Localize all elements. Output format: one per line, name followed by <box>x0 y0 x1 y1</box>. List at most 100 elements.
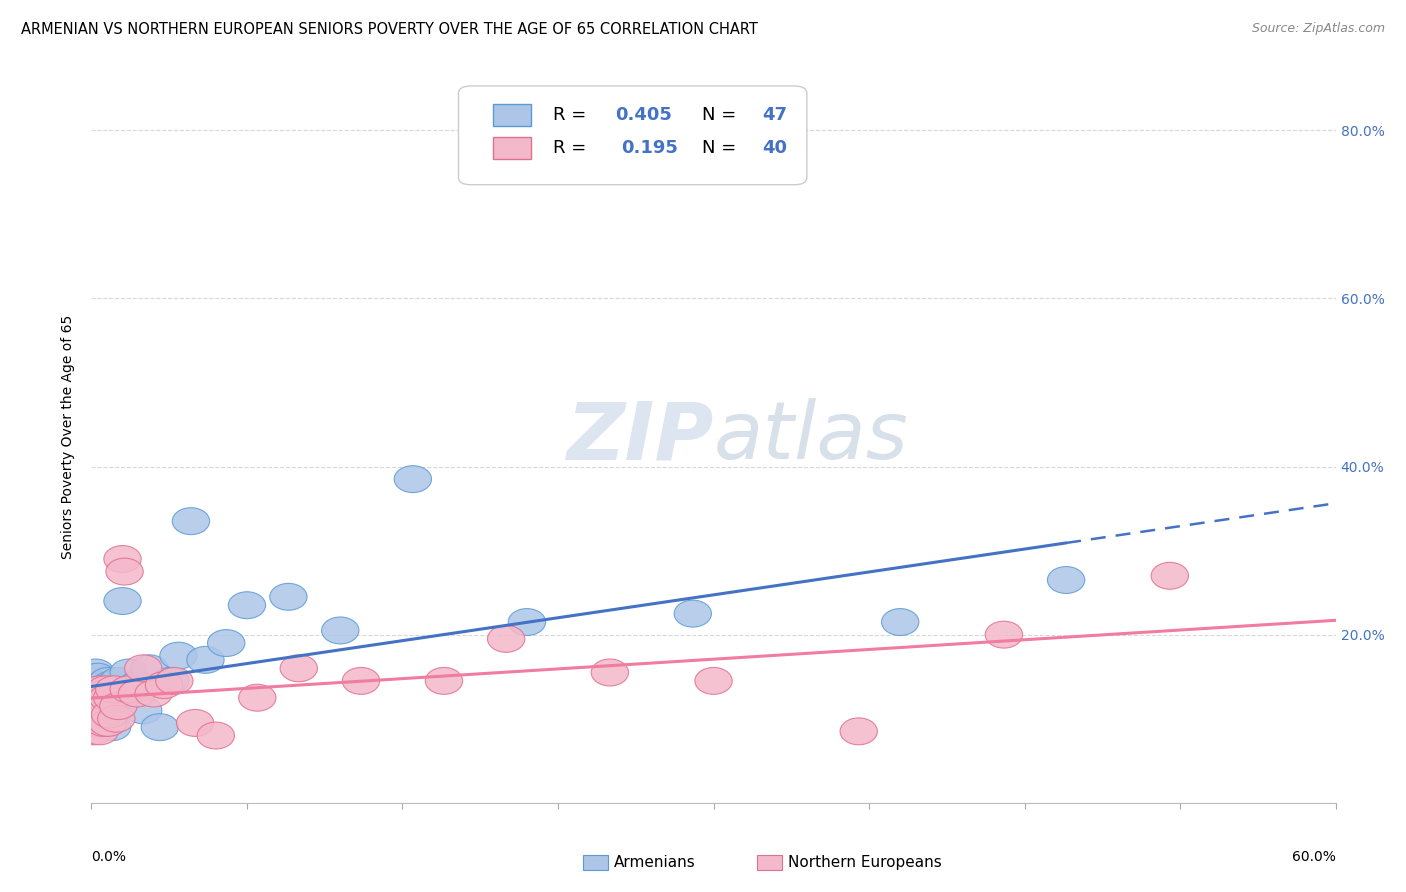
Ellipse shape <box>1152 562 1188 590</box>
Ellipse shape <box>82 709 118 737</box>
Ellipse shape <box>82 680 118 707</box>
Text: 0.0%: 0.0% <box>91 850 127 864</box>
Text: R =: R = <box>553 106 592 124</box>
Ellipse shape <box>152 667 188 694</box>
Ellipse shape <box>118 672 156 698</box>
Ellipse shape <box>839 718 877 745</box>
Ellipse shape <box>173 508 209 534</box>
Ellipse shape <box>104 588 141 615</box>
Ellipse shape <box>591 659 628 686</box>
Ellipse shape <box>394 466 432 492</box>
Ellipse shape <box>228 591 266 619</box>
FancyBboxPatch shape <box>494 137 530 159</box>
Ellipse shape <box>110 676 148 703</box>
Ellipse shape <box>100 667 136 694</box>
Ellipse shape <box>93 697 131 723</box>
Ellipse shape <box>90 667 127 694</box>
Ellipse shape <box>110 659 148 686</box>
Ellipse shape <box>97 676 135 703</box>
Ellipse shape <box>87 693 125 720</box>
Ellipse shape <box>77 659 114 686</box>
FancyBboxPatch shape <box>583 855 607 870</box>
Ellipse shape <box>87 693 125 720</box>
Ellipse shape <box>75 718 112 745</box>
Ellipse shape <box>86 709 122 737</box>
Ellipse shape <box>425 667 463 694</box>
Text: N =: N = <box>703 106 742 124</box>
Ellipse shape <box>105 558 143 585</box>
FancyBboxPatch shape <box>756 855 782 870</box>
Ellipse shape <box>141 714 179 740</box>
Ellipse shape <box>96 672 132 698</box>
Text: 60.0%: 60.0% <box>1292 850 1336 864</box>
Ellipse shape <box>197 723 235 749</box>
Ellipse shape <box>97 706 135 732</box>
Ellipse shape <box>93 714 131 740</box>
Ellipse shape <box>83 701 121 728</box>
Ellipse shape <box>87 676 125 703</box>
Ellipse shape <box>96 684 132 711</box>
Ellipse shape <box>270 583 307 610</box>
Ellipse shape <box>91 701 129 728</box>
Ellipse shape <box>280 655 318 681</box>
FancyBboxPatch shape <box>494 104 530 127</box>
Ellipse shape <box>135 680 173 707</box>
Ellipse shape <box>208 630 245 657</box>
Text: Armenians: Armenians <box>614 855 696 871</box>
Ellipse shape <box>342 667 380 694</box>
Ellipse shape <box>83 693 121 720</box>
Ellipse shape <box>83 672 121 698</box>
Ellipse shape <box>101 689 139 715</box>
Ellipse shape <box>986 621 1022 648</box>
Ellipse shape <box>118 680 156 707</box>
Ellipse shape <box>104 546 141 573</box>
Ellipse shape <box>82 676 118 703</box>
Ellipse shape <box>90 709 127 737</box>
Ellipse shape <box>77 706 114 732</box>
Text: 47: 47 <box>762 106 787 124</box>
Text: Northern Europeans: Northern Europeans <box>789 855 942 871</box>
Ellipse shape <box>75 689 112 715</box>
Ellipse shape <box>96 676 132 703</box>
Text: Source: ZipAtlas.com: Source: ZipAtlas.com <box>1251 22 1385 36</box>
Ellipse shape <box>100 693 136 720</box>
Ellipse shape <box>508 608 546 635</box>
Ellipse shape <box>322 617 359 644</box>
Ellipse shape <box>488 625 524 652</box>
Ellipse shape <box>79 693 117 720</box>
Ellipse shape <box>77 689 114 715</box>
Ellipse shape <box>87 676 125 703</box>
Ellipse shape <box>79 697 117 723</box>
Text: 0.405: 0.405 <box>616 106 672 124</box>
Ellipse shape <box>86 701 122 728</box>
Ellipse shape <box>673 600 711 627</box>
Text: N =: N = <box>703 139 742 157</box>
Ellipse shape <box>93 684 131 711</box>
Ellipse shape <box>86 680 122 707</box>
Ellipse shape <box>79 709 117 737</box>
Ellipse shape <box>83 706 121 732</box>
Ellipse shape <box>91 672 129 698</box>
Ellipse shape <box>187 647 224 673</box>
Ellipse shape <box>83 684 121 711</box>
Text: ZIP: ZIP <box>567 398 713 476</box>
Text: 0.195: 0.195 <box>621 139 678 157</box>
Ellipse shape <box>90 684 127 711</box>
Ellipse shape <box>1047 566 1085 593</box>
Y-axis label: Seniors Poverty Over the Age of 65: Seniors Poverty Over the Age of 65 <box>62 315 76 559</box>
Ellipse shape <box>131 655 169 681</box>
Ellipse shape <box>156 667 193 694</box>
Ellipse shape <box>90 680 127 707</box>
Ellipse shape <box>239 684 276 711</box>
Ellipse shape <box>77 680 114 707</box>
FancyBboxPatch shape <box>458 86 807 185</box>
Text: 40: 40 <box>762 139 787 157</box>
Ellipse shape <box>125 655 162 681</box>
Text: atlas: atlas <box>713 398 908 476</box>
Ellipse shape <box>87 709 125 737</box>
Ellipse shape <box>160 642 197 669</box>
Ellipse shape <box>79 689 117 715</box>
Ellipse shape <box>125 697 162 723</box>
Ellipse shape <box>145 672 183 698</box>
Ellipse shape <box>86 684 122 711</box>
